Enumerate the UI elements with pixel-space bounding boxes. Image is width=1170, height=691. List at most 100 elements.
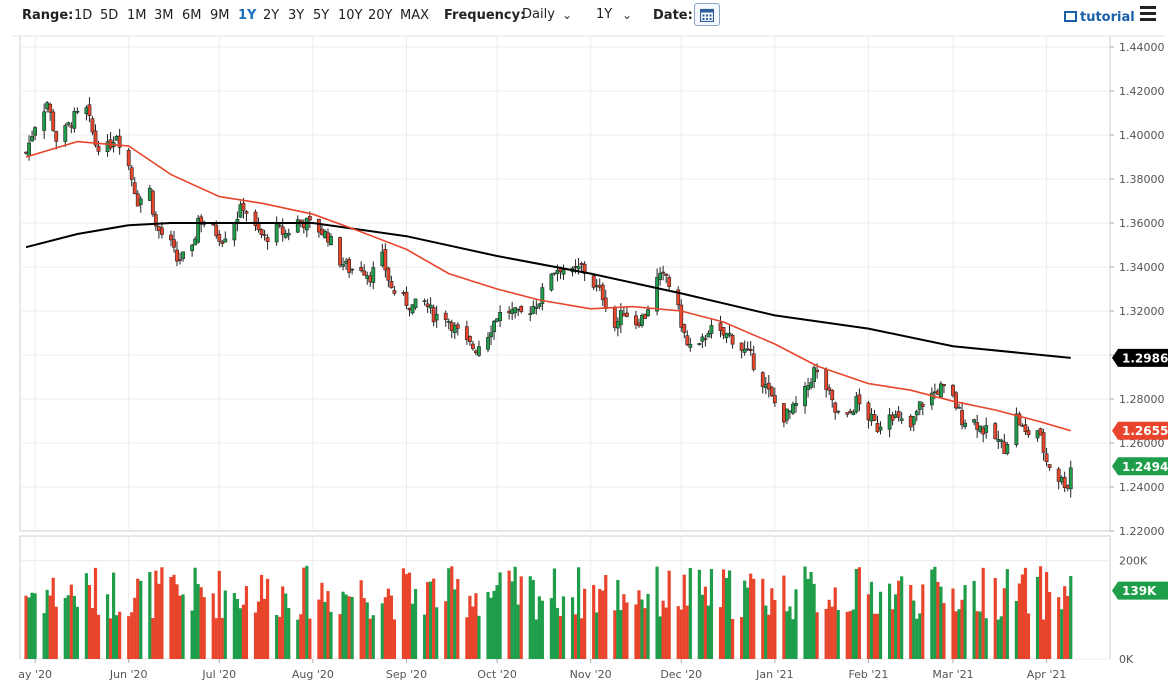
candle-up [658, 272, 663, 281]
volume-bar [178, 595, 182, 659]
volume-bar [930, 569, 934, 659]
volume-bar [148, 571, 152, 659]
candle-down [751, 353, 756, 370]
candle-down [244, 211, 249, 214]
volume-bar [362, 598, 366, 659]
range-3y-button[interactable]: 3Y [288, 8, 305, 23]
range-9m-button[interactable]: 9M [210, 8, 230, 23]
volume-bar [66, 595, 70, 659]
volume-bar [570, 597, 575, 659]
frequency-select[interactable]: Daily ⌄ [522, 5, 578, 27]
candle-down [90, 118, 95, 133]
candle-up [999, 439, 1004, 442]
film-icon [1064, 11, 1077, 22]
volume-bar [616, 579, 620, 659]
volume-bar [435, 607, 439, 659]
candle-up [887, 414, 892, 430]
volume-bar [63, 597, 67, 659]
date-picker-button[interactable] [694, 3, 720, 26]
candle-down [214, 224, 219, 237]
candle-down [117, 135, 122, 148]
candle-up [534, 307, 539, 309]
volume-tick-label: 200K [1119, 555, 1148, 568]
volume-bar [278, 616, 282, 659]
candle-down [676, 289, 681, 306]
candle-up [724, 332, 729, 339]
volume-bar [450, 566, 454, 659]
range-3m-button[interactable]: 3M [154, 8, 174, 23]
volume-bar [851, 609, 855, 659]
candle-up [30, 136, 34, 142]
volume-bar [857, 567, 861, 659]
period-value: 1Y [596, 7, 613, 22]
volume-bar [350, 596, 354, 659]
volume-bar [854, 568, 858, 659]
volume-bar [580, 618, 584, 659]
volume-bar [468, 595, 472, 659]
range-20y-button[interactable]: 20Y [368, 8, 393, 23]
candle-up [286, 232, 291, 236]
volume-bar [613, 610, 617, 659]
volume-bar [625, 602, 629, 659]
candle-down [262, 234, 267, 236]
range-5y-button[interactable]: 5Y [313, 8, 330, 23]
candle-down [866, 402, 871, 421]
volume-bar [157, 583, 161, 659]
price-tick-label: 1.28000 [1119, 393, 1165, 406]
volume-bars [24, 565, 1073, 659]
volume-bar [900, 576, 904, 659]
volume-bar [329, 611, 333, 659]
candle-down [748, 349, 753, 352]
volume-bar [643, 608, 647, 659]
range-max-button[interactable]: MAX [400, 8, 430, 23]
volume-bar [724, 577, 729, 659]
hamburger-menu-icon[interactable] [1140, 6, 1156, 22]
time-tick-label: Oct '20 [477, 668, 517, 681]
volume-bar [912, 600, 916, 659]
volume-bar [27, 597, 31, 659]
candle-up [878, 426, 883, 431]
volume-bar [371, 615, 375, 659]
candle-down [760, 372, 765, 387]
volume-bar [1060, 609, 1064, 659]
range-10y-button[interactable]: 10Y [338, 8, 363, 23]
volume-bar [253, 612, 258, 659]
volume-bar [489, 597, 493, 659]
range-2y-button[interactable]: 2Y [263, 8, 280, 23]
last-volume-tag-text: 139K [1122, 584, 1157, 598]
volume-bar [894, 594, 898, 659]
range-1d-button[interactable]: 1D [74, 8, 93, 23]
candle-down [253, 211, 258, 227]
calendar-icon [700, 8, 714, 22]
volume-bar [495, 585, 499, 659]
candle-down [471, 343, 475, 349]
candle-down [443, 312, 448, 320]
candle-up [341, 264, 345, 267]
volume-bar [383, 597, 387, 659]
last-price-tag: 1.24943 [1112, 457, 1170, 476]
range-5d-button[interactable]: 5D [100, 8, 119, 23]
period-select[interactable]: 1Y ⌄ [596, 5, 638, 27]
candle-up [929, 392, 934, 406]
volume-bar [743, 580, 747, 659]
candle-up [486, 337, 490, 350]
candle-down [634, 315, 638, 326]
candlesticks [24, 97, 1073, 498]
volume-bar [401, 568, 406, 659]
volume-bar [830, 606, 834, 659]
volume-bar [513, 566, 517, 659]
candle-up [803, 385, 807, 407]
candle-up [854, 396, 859, 413]
range-1y-button[interactable]: 1Y [238, 8, 257, 23]
candle-up [742, 348, 747, 353]
candle-up [706, 333, 711, 338]
tutorial-link[interactable]: tutorial [1064, 10, 1135, 25]
range-6m-button[interactable]: 6M [182, 8, 202, 23]
range-1m-button[interactable]: 1M [127, 8, 147, 23]
volume-bar [492, 590, 496, 659]
volume-axis: 0K 200K [1119, 555, 1148, 666]
volume-bar [984, 618, 988, 659]
volume-bar [368, 618, 372, 659]
volume-bar [981, 567, 985, 659]
